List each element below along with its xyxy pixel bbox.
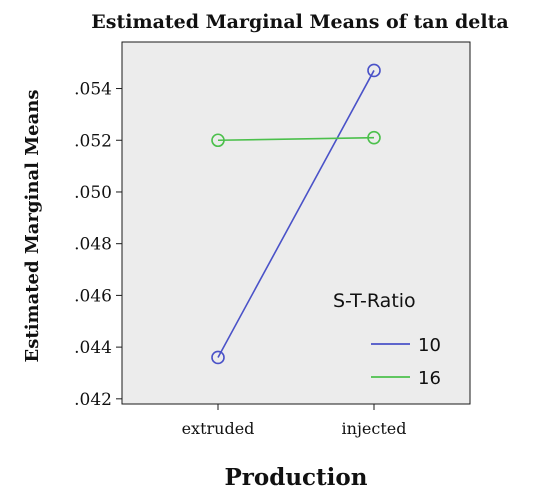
x-tick-label: injected bbox=[342, 419, 407, 438]
chart-title: Estimated Marginal Means of tan delta bbox=[91, 11, 508, 33]
y-tick-label: .054 bbox=[74, 80, 112, 100]
legend-label-16: 16 bbox=[418, 368, 441, 389]
y-tick-label: .046 bbox=[74, 286, 112, 306]
y-tick-label: .042 bbox=[74, 390, 112, 410]
series-line-10 bbox=[217, 70, 375, 358]
legend-label-10: 10 bbox=[418, 335, 441, 356]
data-point-10 bbox=[367, 63, 381, 78]
series-layer bbox=[211, 63, 381, 365]
y-axis-label: Estimated Marginal Means bbox=[22, 90, 43, 363]
legend: S-T-Ratio 10 16 bbox=[333, 290, 441, 389]
data-point-10 bbox=[211, 350, 225, 365]
x-axis-label: Production bbox=[225, 464, 368, 491]
y-axis: .042 .044 .046 .048 .050 .052 .054 bbox=[74, 80, 122, 410]
y-tick-label: .052 bbox=[74, 131, 112, 151]
data-point-16 bbox=[211, 133, 225, 148]
data-point-16 bbox=[367, 130, 381, 145]
y-tick-label: .048 bbox=[74, 235, 112, 255]
legend-title: S-T-Ratio bbox=[333, 290, 416, 312]
x-tick-label: extruded bbox=[182, 419, 255, 438]
series-line-16 bbox=[217, 136, 375, 142]
y-tick-label: .044 bbox=[74, 338, 112, 358]
y-tick-label: .050 bbox=[74, 183, 112, 203]
x-axis: extruded injected bbox=[182, 404, 407, 438]
plot-area bbox=[121, 41, 471, 405]
